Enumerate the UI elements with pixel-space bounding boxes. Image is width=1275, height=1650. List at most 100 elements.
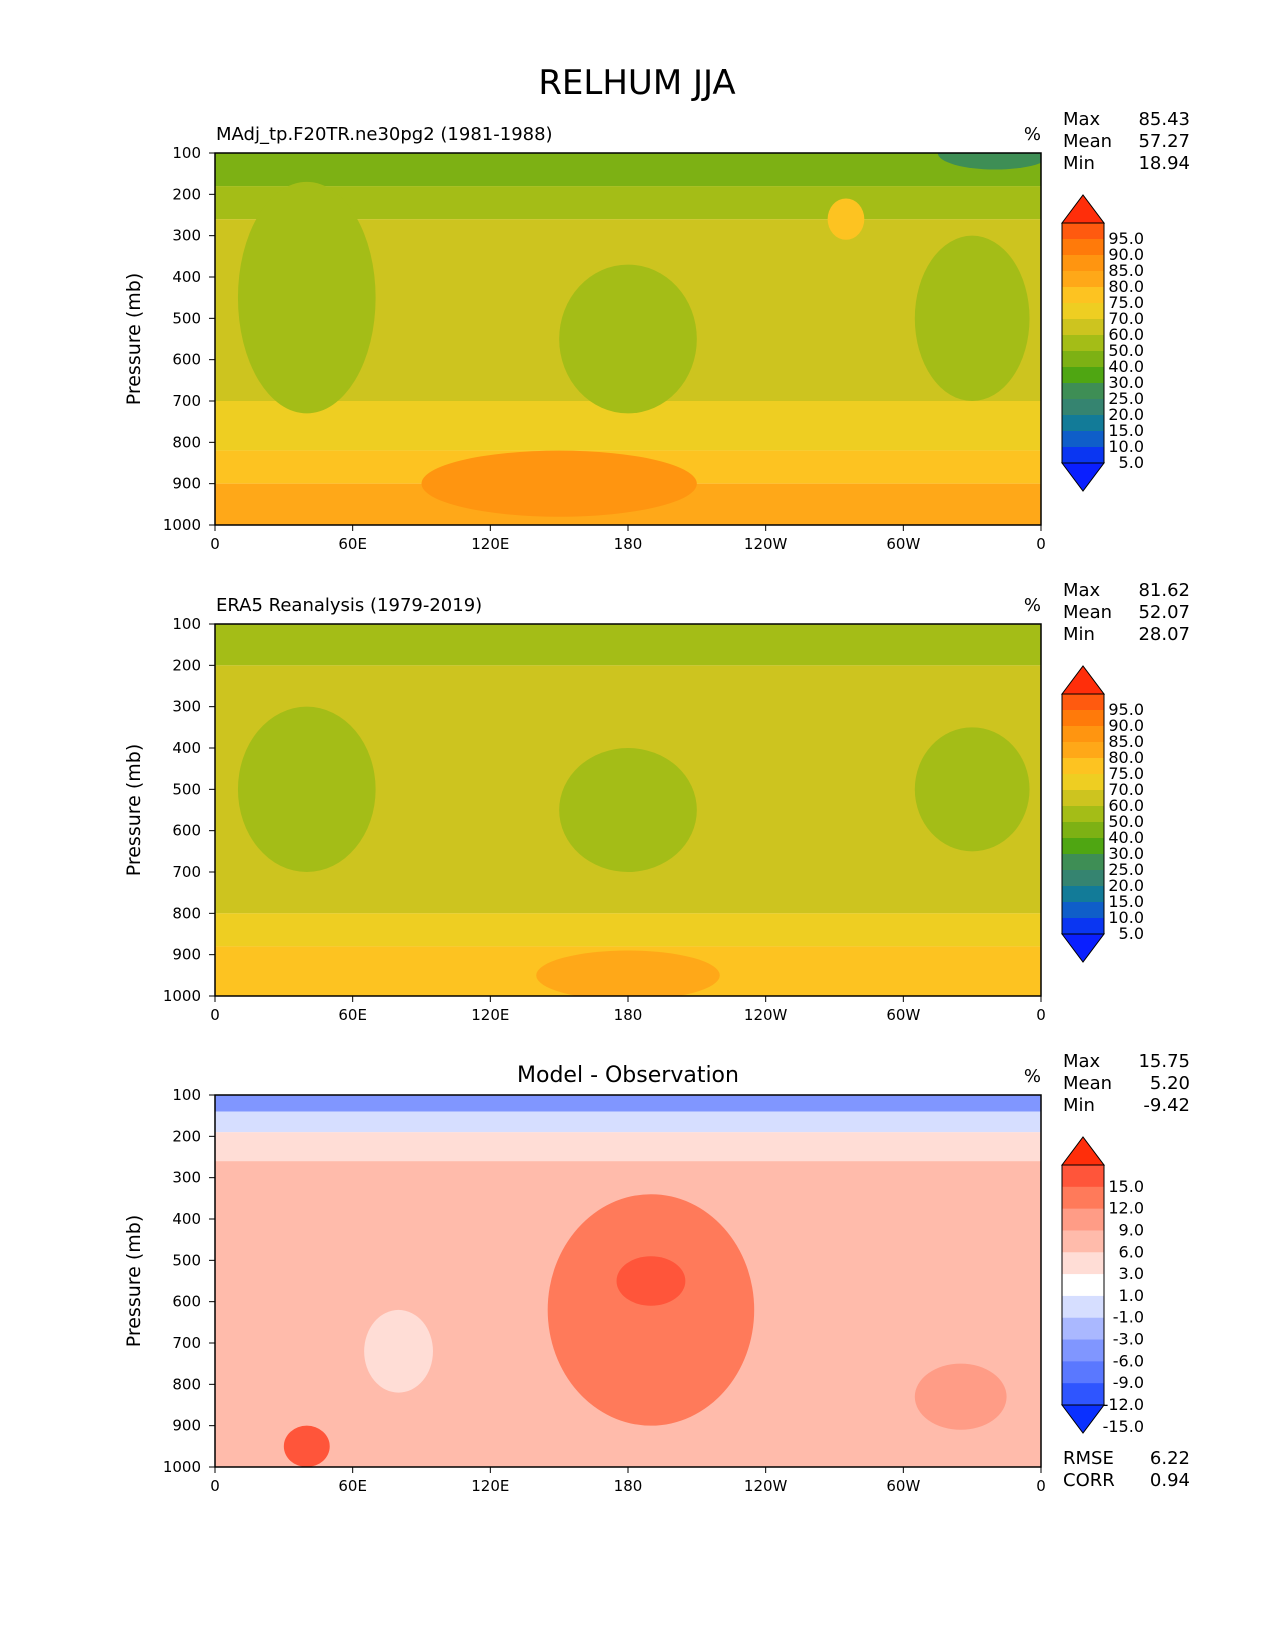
colorbar-label: -6.0 [1113, 1351, 1144, 1370]
colorbar-swatch [1062, 367, 1104, 384]
colorbar-frame [1061, 693, 1105, 935]
colorbar: 95.090.085.080.075.070.060.050.040.030.0… [1061, 194, 1144, 492]
x-tick-label: 120W [744, 535, 788, 553]
y-tick-label: 500 [172, 1251, 201, 1269]
colorbar-swatch [1062, 239, 1104, 256]
contour-field [215, 153, 1041, 525]
panel-title: ERA5 Reanalysis (1979-2019) [216, 595, 482, 616]
colorbar-swatch [1062, 223, 1104, 240]
colorbar-swatch [1062, 790, 1104, 807]
stat-label: Min [1063, 624, 1095, 645]
y-tick-label: 400 [172, 739, 201, 757]
x-tick-label: 60E [338, 1006, 367, 1024]
colorbar-swatch [1062, 710, 1104, 727]
stat-label: Max [1063, 580, 1101, 601]
x-tick-label: 60W [886, 535, 920, 553]
contour-feature [914, 727, 1030, 852]
colorbar-extend-min [1061, 1404, 1105, 1434]
colorbar-label: 70.0 [1108, 309, 1144, 328]
y-tick-label: 800 [172, 904, 201, 922]
panel-title: MAdj_tp.F20TR.ne30pg2 (1981-1988) [216, 124, 553, 145]
x-tick-label: 180 [614, 535, 643, 553]
contour-feature [364, 1309, 433, 1393]
colorbar-swatch [1062, 255, 1104, 272]
colorbar-swatch [1062, 335, 1104, 352]
metric-label: RMSE [1063, 1448, 1114, 1469]
colorbar-label: 95.0 [1108, 700, 1144, 719]
colorbar-swatch [1062, 774, 1104, 791]
y-tick-label: 200 [172, 1127, 201, 1145]
colorbar-label: 75.0 [1108, 293, 1144, 312]
x-tick-label: 120E [471, 1006, 509, 1024]
x-tick-label: 0 [210, 1477, 220, 1495]
y-tick-label: 600 [172, 1293, 201, 1311]
x-tick-label: 0 [1036, 1477, 1046, 1495]
colorbar-label: -15.0 [1103, 1417, 1144, 1436]
units-label: % [1024, 124, 1041, 145]
colorbar-label: -12.0 [1103, 1395, 1144, 1414]
stat-value: 15.75 [1138, 1051, 1190, 1072]
colorbar-swatch [1062, 758, 1104, 775]
colorbar-label: 20.0 [1108, 876, 1144, 895]
x-tick-label: 0 [1036, 1006, 1046, 1024]
colorbar-swatch [1062, 1165, 1104, 1188]
colorbar-swatch [1062, 694, 1104, 711]
colorbar-label: 12.0 [1108, 1199, 1144, 1218]
colorbar-swatch [1062, 918, 1104, 935]
metric-value: 0.94 [1150, 1470, 1190, 1491]
colorbar-swatch [1062, 726, 1104, 743]
colorbar-swatch [1062, 319, 1104, 336]
colorbar-label: 15.0 [1108, 892, 1144, 911]
x-tick-label: 120E [471, 535, 509, 553]
stats: Max 15.75 Mean 5.20 Min -9.42 [1063, 1051, 1190, 1116]
colorbar-extend-max [1061, 1136, 1105, 1166]
x-tick-label: 0 [210, 535, 220, 553]
colorbar-label: 20.0 [1108, 405, 1144, 424]
colorbar-label: 80.0 [1108, 277, 1144, 296]
y-ticks: 100 200 300 400 500 600 700 800 900 1000 [163, 615, 215, 1005]
x-tick-label: 60E [338, 535, 367, 553]
stat-value: 85.43 [1138, 109, 1190, 130]
contour-feature [827, 198, 865, 240]
colorbar-swatch [1062, 806, 1104, 823]
x-tick-label: 60W [886, 1477, 920, 1495]
colorbar-label: 70.0 [1108, 780, 1144, 799]
y-tick-label: 500 [172, 780, 201, 798]
colorbar-swatch [1062, 1317, 1104, 1341]
y-tick-label: 700 [172, 1334, 201, 1352]
colorbar-label: 1.0 [1119, 1286, 1144, 1305]
colorbar-swatch [1062, 886, 1104, 903]
colorbar-label: 50.0 [1108, 341, 1144, 360]
colorbar-swatch [1062, 838, 1104, 855]
y-tick-label: 300 [172, 227, 201, 245]
x-tick-label: 120W [744, 1006, 788, 1024]
y-tick-label: 900 [172, 1417, 201, 1435]
colorbar-label: 6.0 [1119, 1242, 1144, 1261]
colorbar-label: 85.0 [1108, 732, 1144, 751]
y-tick-label: 700 [172, 863, 201, 881]
colorbar-swatch [1062, 854, 1104, 871]
panel-difference: 0 60E 120E 180 120W 60W 0 100 200 300 400 500 600 70… [123, 1051, 1190, 1495]
metrics: RMSE 6.22 CORR 0.94 [1063, 1448, 1190, 1491]
y-tick-label: 100 [172, 144, 201, 162]
contour-feature [914, 235, 1030, 401]
y-tick-label: 300 [172, 698, 201, 716]
y-tick-label: 900 [172, 475, 201, 493]
colorbar-label: 60.0 [1108, 325, 1144, 344]
colorbar-frame [1061, 1164, 1105, 1406]
colorbar-label: 95.0 [1108, 229, 1144, 248]
contour-feature [559, 264, 697, 414]
stat-label: Mean [1063, 602, 1112, 623]
x-tick-label: 60W [886, 1006, 920, 1024]
units-label: % [1024, 1066, 1041, 1087]
contour-feature [237, 181, 376, 414]
contour-feature [536, 950, 720, 996]
y-tick-label: 1000 [163, 987, 201, 1005]
colorbar-label: 25.0 [1108, 860, 1144, 879]
colorbar-extend-max [1061, 194, 1105, 224]
stat-label: Min [1063, 153, 1095, 174]
colorbar-swatch [1062, 383, 1104, 400]
y-tick-label: 400 [172, 268, 201, 286]
x-ticks: 0 60E 120E 180 120W 60W 0 [210, 525, 1046, 553]
